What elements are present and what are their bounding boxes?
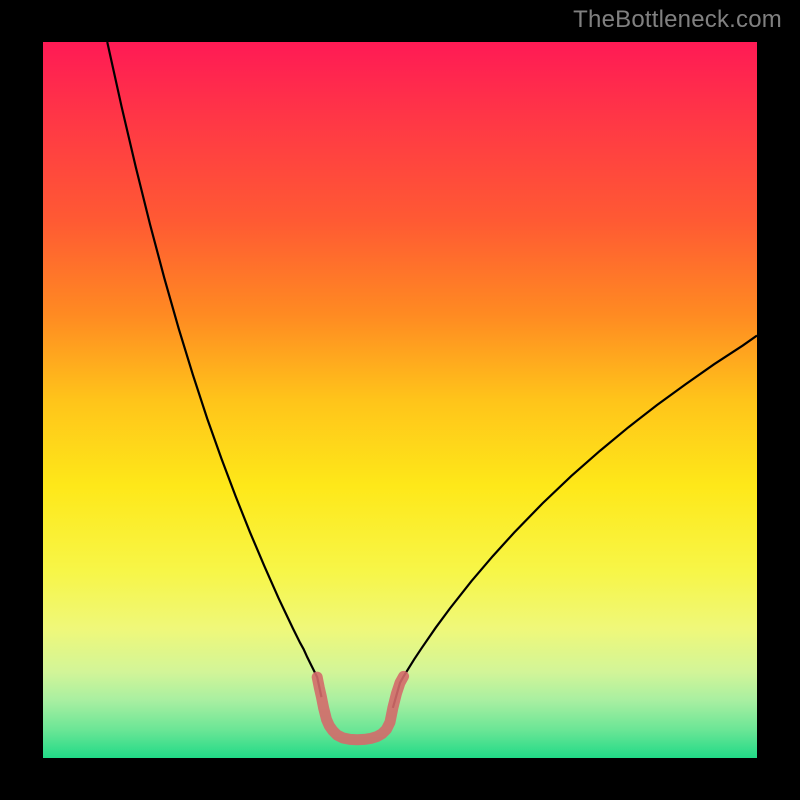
bottleneck-chart [0,0,800,800]
watermark: TheBottleneck.com [573,6,782,34]
chart-background [43,42,757,758]
